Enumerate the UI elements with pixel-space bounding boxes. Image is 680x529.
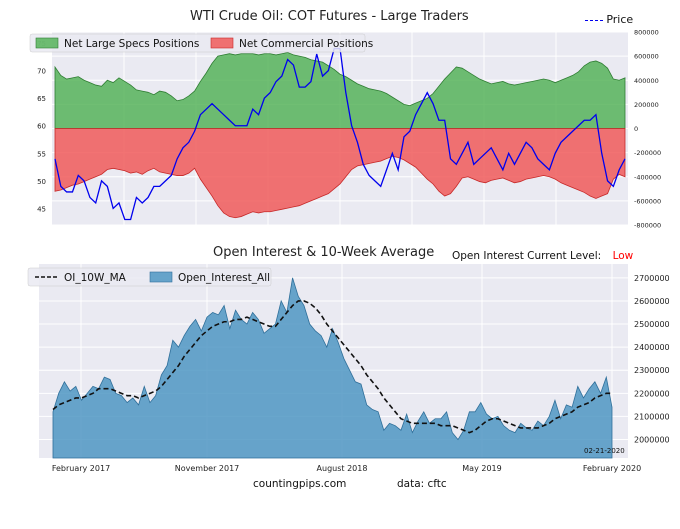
left-tick-label: 45 <box>37 205 46 213</box>
oi-10w-ma-line <box>52 300 612 434</box>
right-tick-label: -200000 <box>634 149 661 157</box>
right-tick-label: 2300000 <box>634 366 670 375</box>
right-tick-label: 2000000 <box>634 436 670 445</box>
x-tick-label: November 2017 <box>175 464 240 473</box>
legend-label-ma: OI_10W_MA <box>64 272 127 284</box>
right-tick-label: 800000 <box>634 29 659 37</box>
right-tick-label: 2600000 <box>634 297 670 306</box>
footer-source: data: cftc <box>397 478 447 490</box>
x-tick-label: February 2020 <box>583 464 641 473</box>
x-tick-label: August 2018 <box>317 464 368 473</box>
right-tick-label: 2200000 <box>634 389 670 398</box>
chart1-title: WTI Crude Oil: COT Futures - Large Trade… <box>190 9 469 24</box>
right-tick-label: 200000 <box>634 101 659 109</box>
legend-label-oi: Open_Interest_All <box>178 272 270 284</box>
date-label: 02-21-2020 <box>584 447 625 455</box>
price-legend-label: Price <box>606 13 634 26</box>
net-commercial-area <box>54 128 626 219</box>
x-tick-label: May 2019 <box>462 464 501 473</box>
legend-box <box>27 267 272 287</box>
left-tick-label: 70 <box>37 68 46 76</box>
left-tick-label: 65 <box>37 95 46 103</box>
right-tick-label: -600000 <box>634 197 661 205</box>
right-tick-label: 2700000 <box>634 274 670 283</box>
right-tick-label: 600000 <box>634 53 659 61</box>
price-legend-swatch <box>585 19 603 21</box>
legend-label-commercial: Net Commercial Positions <box>239 38 373 50</box>
price-legend: Price <box>585 13 633 26</box>
right-tick-label: -800000 <box>634 222 661 230</box>
legend-box <box>29 33 366 53</box>
footer-site: countingpips.com <box>253 478 347 490</box>
left-tick-label: 60 <box>37 123 46 131</box>
open-interest-status: Open Interest Current Level: Low <box>452 250 633 262</box>
right-tick-label: 2500000 <box>634 320 670 329</box>
right-tick-label: 2100000 <box>634 412 670 421</box>
right-tick-label: 2400000 <box>634 343 670 352</box>
open-interest-status-value: Low <box>612 250 634 262</box>
right-tick-label: 400000 <box>634 77 659 85</box>
x-tick-label: February 2017 <box>52 464 110 473</box>
legend-swatch-specs <box>35 37 59 49</box>
cot-positions-chart: -800000 -600000 -400000 -200000 0 200000 40000… <box>29 29 661 230</box>
legend-swatch-commercial <box>210 37 234 49</box>
open-interest-status-label: Open Interest Current Level: <box>452 250 602 262</box>
chart2-title: Open Interest & 10-Week Average <box>213 245 435 260</box>
left-tick-label: 50 <box>37 178 46 186</box>
right-tick-label: 0 <box>634 125 638 133</box>
legend-label-specs: Net Large Specs Positions <box>64 38 199 50</box>
left-tick-label: 55 <box>37 150 46 158</box>
legend-swatch-oi <box>149 271 173 283</box>
right-tick-label: -400000 <box>634 173 661 181</box>
